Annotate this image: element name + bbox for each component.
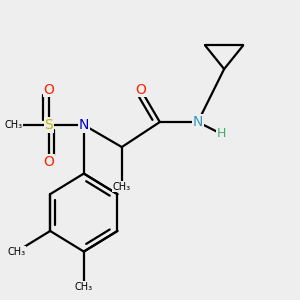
Text: CH₃: CH₃ — [113, 182, 131, 192]
Text: CH₃: CH₃ — [4, 120, 23, 130]
Text: O: O — [135, 82, 146, 97]
Text: O: O — [43, 155, 54, 169]
Text: N: N — [193, 115, 203, 129]
Text: CH₃: CH₃ — [75, 282, 93, 292]
Text: H: H — [217, 127, 226, 140]
Text: N: N — [79, 118, 89, 132]
Text: O: O — [43, 82, 54, 97]
Text: CH₃: CH₃ — [8, 247, 26, 256]
Text: S: S — [44, 118, 53, 132]
